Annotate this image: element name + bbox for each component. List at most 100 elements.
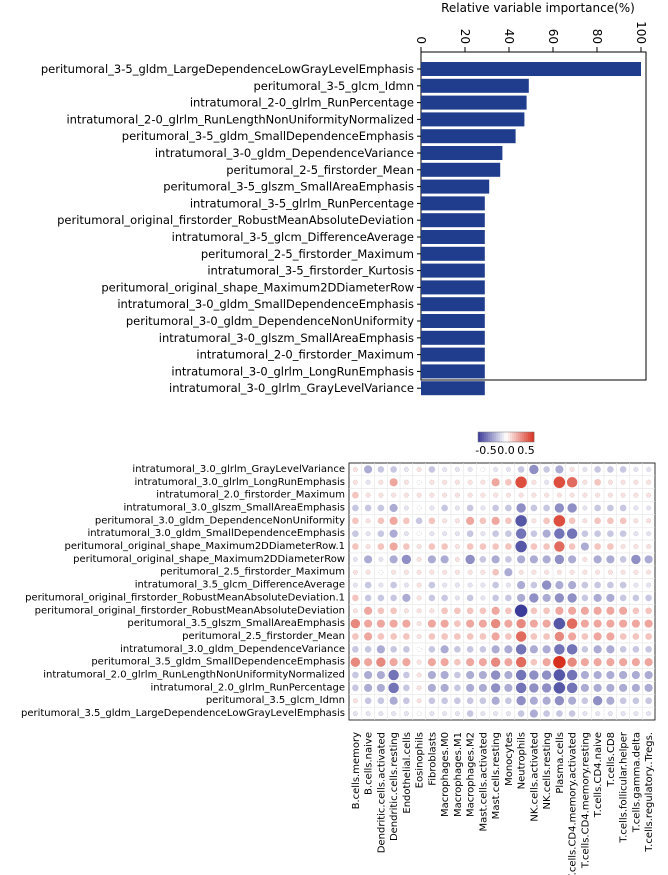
heatmap-cell xyxy=(403,710,409,717)
heatmap-cell xyxy=(442,466,448,473)
heatmap-cell xyxy=(378,479,384,485)
heatmap-cell xyxy=(542,658,551,667)
heatmap-cell xyxy=(531,492,537,498)
bar-category-label: intratumoral_3-0_gldm_SmallDependenceEmp… xyxy=(117,297,414,311)
heatmap-row-label: intratumoral_2.0_glrlm_RunPercentage xyxy=(150,682,345,693)
heatmap-cell xyxy=(594,478,601,486)
heatmap-cell xyxy=(581,594,589,602)
heatmap-cell xyxy=(352,491,359,499)
heatmap-cell xyxy=(378,569,384,575)
heatmap-cell xyxy=(529,683,539,693)
heatmap-cell xyxy=(390,607,397,615)
bar-6 xyxy=(421,146,503,160)
heatmap-cell xyxy=(416,685,422,691)
colorbar-segment xyxy=(490,432,493,442)
heatmap-cell xyxy=(403,569,409,575)
heatmap-cell xyxy=(554,644,565,655)
heatmap-cell xyxy=(416,633,422,640)
heatmap-cell xyxy=(364,632,373,641)
heatmap-column-label: Dendritic.cells.activated xyxy=(376,732,387,853)
heatmap-cell xyxy=(442,582,448,588)
heatmap-cell xyxy=(607,543,614,550)
bar-category-label: intratumoral_2-0_glrlm_RunLengthNonUnifo… xyxy=(66,112,414,126)
heatmap-cell xyxy=(515,631,527,642)
heatmap-cell xyxy=(454,620,461,627)
heatmap-cell xyxy=(606,696,615,705)
heatmap-cell xyxy=(582,710,588,717)
heatmap-cell xyxy=(480,492,486,498)
bar-11 xyxy=(421,230,485,244)
heatmap-cell xyxy=(403,492,409,498)
bar-15 xyxy=(421,297,485,312)
bar-chart-category-labels: peritumoral_3-5_gldm_LargeDependenceLowG… xyxy=(41,62,421,395)
heatmap-cell xyxy=(619,556,627,563)
heatmap-cell xyxy=(352,569,358,575)
heatmap-cell xyxy=(607,710,613,717)
heatmap-cell xyxy=(619,697,627,705)
heatmap-cell xyxy=(442,492,448,498)
heatmap-cell xyxy=(516,696,526,706)
bar-1 xyxy=(421,62,641,76)
heatmap-cell xyxy=(620,569,626,575)
heatmap-cell xyxy=(633,466,639,473)
heatmap-cell xyxy=(632,607,640,615)
heatmap-cell xyxy=(416,531,422,537)
heatmap-cell xyxy=(556,492,562,498)
heatmap-cell xyxy=(377,633,385,640)
heatmap-cell xyxy=(619,504,627,512)
heatmap-cell xyxy=(378,492,384,498)
heatmap-cell xyxy=(416,466,422,473)
bar-17 xyxy=(421,330,485,345)
heatmap-cell xyxy=(390,581,397,589)
heatmap-cell xyxy=(427,658,436,667)
heatmap-cell xyxy=(454,710,460,717)
heatmap-cell xyxy=(480,466,486,472)
heatmap-cell xyxy=(593,619,602,628)
heatmap-cell xyxy=(568,555,577,564)
heatmap-cell xyxy=(632,594,640,602)
heatmap-cell xyxy=(429,608,435,614)
heatmap-cell xyxy=(402,619,411,628)
heatmap-row-label: intratumoral_3.0_gldm_DependenceVariance xyxy=(120,644,345,655)
heatmap-cell xyxy=(542,593,551,602)
heatmap-cell xyxy=(466,504,474,512)
heatmap-cell xyxy=(580,658,589,667)
colorbar-tick-label: 0.5 xyxy=(517,444,535,457)
heatmap-cell xyxy=(416,492,422,498)
heatmap-cell xyxy=(364,581,372,589)
heatmap-cell xyxy=(531,479,537,485)
heatmap-cell xyxy=(352,504,359,512)
heatmap-cell xyxy=(594,530,601,537)
heatmap-cell xyxy=(505,582,511,588)
heatmap-column-label: Mast.cells.resting xyxy=(491,732,502,819)
heatmap-cell xyxy=(376,657,386,667)
heatmap-column-label: Macrophages.M2 xyxy=(466,732,477,817)
heatmap-cell xyxy=(607,504,614,512)
heatmap-cell xyxy=(428,633,436,640)
heatmap-cell xyxy=(466,594,474,602)
heatmap-cell xyxy=(364,504,372,512)
heatmap-cell xyxy=(465,554,475,565)
heatmap-cell xyxy=(377,607,385,615)
heatmap-cell xyxy=(416,569,422,575)
heatmap-cell xyxy=(490,683,501,693)
heatmap-cell xyxy=(606,683,615,692)
heatmap-cell xyxy=(515,644,527,655)
heatmap-cell xyxy=(429,479,435,485)
heatmap-cell xyxy=(467,466,473,473)
heatmap-cell xyxy=(427,683,436,692)
heatmap-cell xyxy=(428,646,436,653)
colorbar-segment xyxy=(520,432,523,442)
heatmap-cell xyxy=(491,555,500,564)
importance-bar-chart: Relative variable importance(%) 0 20 40 60 8… xyxy=(41,1,648,396)
bar-category-label: intratumoral_3-0_glrlm_LongRunEmphasis xyxy=(171,364,414,378)
heatmap-cell xyxy=(454,518,460,524)
heatmap-cell xyxy=(454,607,461,615)
heatmap-cell xyxy=(364,594,372,602)
heatmap-cell xyxy=(633,582,639,588)
heatmap-cell xyxy=(505,530,512,537)
heatmap-cell xyxy=(569,492,575,498)
heatmap-cell xyxy=(646,492,652,498)
colorbar-segment xyxy=(504,432,507,442)
heatmap-cell xyxy=(466,530,474,537)
